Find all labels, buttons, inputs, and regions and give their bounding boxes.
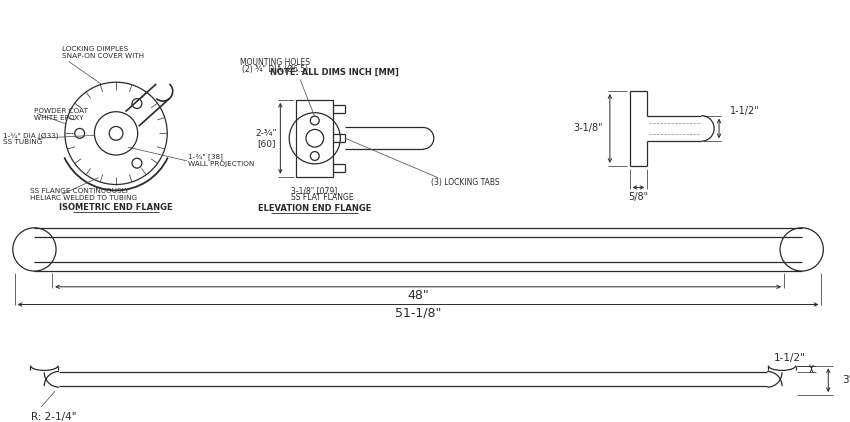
Text: 1-1/2": 1-1/2": [730, 106, 760, 116]
Text: 3-1/8": 3-1/8": [574, 124, 603, 133]
Text: 5/8": 5/8": [628, 192, 649, 202]
Text: (3) LOCKING TABS: (3) LOCKING TABS: [431, 178, 500, 187]
Text: 48": 48": [407, 289, 429, 302]
Text: ISOMETRIC END FLANGE: ISOMETRIC END FLANGE: [60, 203, 173, 211]
Text: 1-¾" DIA (Ø33): 1-¾" DIA (Ø33): [3, 132, 59, 139]
Text: 1-1/2": 1-1/2": [774, 353, 806, 362]
Text: 2-¾"
[60]: 2-¾" [60]: [256, 129, 277, 148]
Bar: [296, 100, 333, 177]
Text: NOTE: ALL DIMS INCH [MM]: NOTE: ALL DIMS INCH [MM]: [270, 68, 399, 77]
Text: ELEVATION END FLANGE: ELEVATION END FLANGE: [258, 204, 371, 213]
Text: 1-¾" [38]: 1-¾" [38]: [188, 154, 223, 160]
Text: SNAP-ON COVER WITH: SNAP-ON COVER WITH: [62, 53, 144, 59]
Text: 3": 3": [842, 375, 850, 385]
Text: 51-1/8": 51-1/8": [395, 307, 441, 320]
Text: SS FLANGE CONTINUOUSLY: SS FLANGE CONTINUOUSLY: [30, 188, 128, 195]
Text: HELIARC WELDED TO TUBING: HELIARC WELDED TO TUBING: [30, 195, 137, 201]
Text: R: 2-1/4": R: 2-1/4": [31, 411, 77, 422]
Text: 3-1/8" [079]: 3-1/8" [079]: [292, 186, 337, 195]
Text: SS TUBING: SS TUBING: [3, 139, 42, 145]
Text: SS FLAT FLANGE: SS FLAT FLANGE: [292, 193, 354, 202]
Text: LOCKING DIMPLES: LOCKING DIMPLES: [62, 46, 128, 52]
Text: (2) ¾" DIA (Ø6.5): (2) ¾" DIA (Ø6.5): [242, 65, 309, 74]
Text: WHITE EPOXY: WHITE EPOXY: [35, 115, 84, 121]
Text: WALL PROJECTION: WALL PROJECTION: [188, 161, 254, 167]
Text: POWDER COAT: POWDER COAT: [35, 108, 88, 114]
Text: MOUNTING HOLES: MOUNTING HOLES: [241, 58, 310, 67]
